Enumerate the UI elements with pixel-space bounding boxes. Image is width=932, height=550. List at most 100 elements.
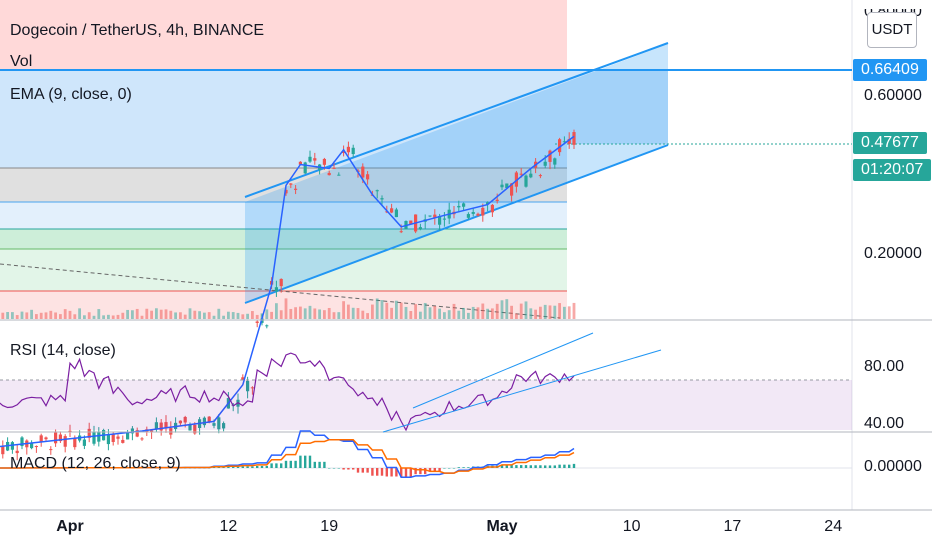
volume-bar — [203, 312, 206, 319]
candle-body — [34, 446, 38, 448]
volume-bar — [428, 307, 432, 319]
candle-body — [548, 150, 552, 162]
ema-legend[interactable]: EMA (9, close, 0) — [10, 86, 132, 103]
volume-bar — [102, 315, 105, 319]
candle-body — [15, 450, 19, 454]
macd-histogram-bar — [419, 468, 422, 475]
macd-histogram-bar — [222, 467, 225, 468]
candle-body — [202, 417, 206, 426]
macd-histogram-bar — [544, 465, 547, 468]
volume-bar — [323, 310, 326, 319]
candle-body — [438, 216, 442, 225]
candle-body — [342, 151, 346, 154]
trend-line-dashed[interactable] — [0, 263, 561, 319]
channel-lower[interactable] — [244, 144, 669, 304]
volume-bar — [313, 308, 317, 319]
macd-histogram-bar — [352, 468, 355, 470]
candle-body — [169, 428, 173, 435]
macd-histogram-bar — [275, 463, 278, 468]
candle-body — [154, 422, 158, 430]
volume-bar — [174, 312, 177, 319]
macd-histogram-bar — [558, 464, 561, 468]
volume-bar — [467, 312, 470, 319]
macd-histogram-bar — [515, 465, 518, 468]
candle-body — [193, 424, 197, 434]
channel-upper[interactable] — [244, 42, 669, 198]
candle-body — [481, 207, 485, 216]
volume-bar — [251, 311, 254, 319]
volume-bar — [275, 303, 278, 319]
volume-bar — [30, 309, 33, 319]
volume-bar — [15, 315, 19, 319]
volume-bar — [131, 310, 134, 319]
volume-bar — [519, 303, 523, 319]
volume-bar — [486, 308, 489, 319]
candle-body — [20, 437, 24, 447]
candle-body — [1, 446, 5, 455]
candle-body — [346, 146, 350, 153]
macd-histogram-bar — [212, 467, 216, 468]
volume-bar — [63, 309, 67, 319]
volume-bar — [6, 312, 9, 319]
candle-body — [466, 214, 470, 218]
macd-legend[interactable]: MACD (12, 26, close, 9) — [10, 455, 181, 472]
volume-bar — [308, 305, 312, 319]
candle-body — [111, 434, 115, 442]
volume-bar — [35, 314, 38, 319]
volume-bar — [222, 315, 225, 319]
time-tick-label: 17 — [724, 518, 742, 535]
vol-legend[interactable]: Vol — [10, 53, 33, 70]
volume-bar — [39, 312, 43, 319]
volume-bar — [327, 307, 331, 319]
volume-bar — [11, 312, 14, 319]
macd-histogram-bar — [227, 466, 230, 468]
macd-histogram-bar — [520, 465, 523, 468]
time-tick-label: 10 — [623, 518, 641, 535]
volume-bar — [337, 312, 341, 319]
macd-histogram-bar — [462, 467, 465, 468]
volume-bar — [135, 308, 139, 319]
rsi-legend[interactable]: RSI (14, close) — [10, 342, 116, 359]
rsi-trend-lower[interactable] — [382, 349, 662, 433]
volume-bar — [404, 306, 408, 319]
volume-bar — [495, 303, 499, 319]
candle-body — [538, 175, 542, 177]
candle-body — [562, 141, 566, 143]
volume-bar — [183, 314, 187, 319]
candle-body — [135, 430, 139, 437]
volume-bar — [342, 301, 345, 319]
candle-body — [519, 173, 523, 175]
candle-body — [332, 167, 336, 169]
time-axis[interactable]: Apr 12 19 May 10 17 24 — [56, 518, 842, 535]
volume-bar — [246, 313, 249, 319]
rsi-trend-upper[interactable] — [412, 332, 594, 409]
volume-bar — [78, 308, 81, 319]
candle-body — [361, 166, 365, 178]
volume-bar — [265, 309, 269, 319]
volume-bar — [169, 310, 173, 319]
volume-bar — [212, 315, 216, 319]
macd-histogram-bar — [390, 468, 393, 477]
candle-body — [10, 442, 14, 450]
macd-histogram-bar — [448, 468, 451, 469]
currency-button[interactable]: USDT — [867, 12, 917, 48]
candle-body — [380, 198, 384, 200]
volume-bar — [294, 307, 297, 319]
symbol-title[interactable]: Dogecoin / TetherUS, 4h, BINANCE — [10, 22, 265, 39]
price-channel[interactable] — [245, 44, 668, 302]
volume-bar — [188, 308, 192, 319]
volume-bar — [68, 310, 72, 319]
candle-body — [337, 174, 341, 176]
volume-bar — [423, 302, 427, 319]
volume-bar — [476, 307, 480, 319]
rsi-tick-80: 80.00 — [864, 358, 905, 375]
macd-histogram-bar — [280, 463, 283, 468]
volume-bar — [1, 312, 5, 319]
macd-histogram-bar — [299, 455, 302, 468]
macd-histogram-bar — [241, 466, 244, 468]
volume-bar — [111, 315, 115, 319]
candle-body — [92, 432, 96, 444]
volume-bar — [83, 315, 86, 319]
volume-bar — [399, 302, 403, 319]
